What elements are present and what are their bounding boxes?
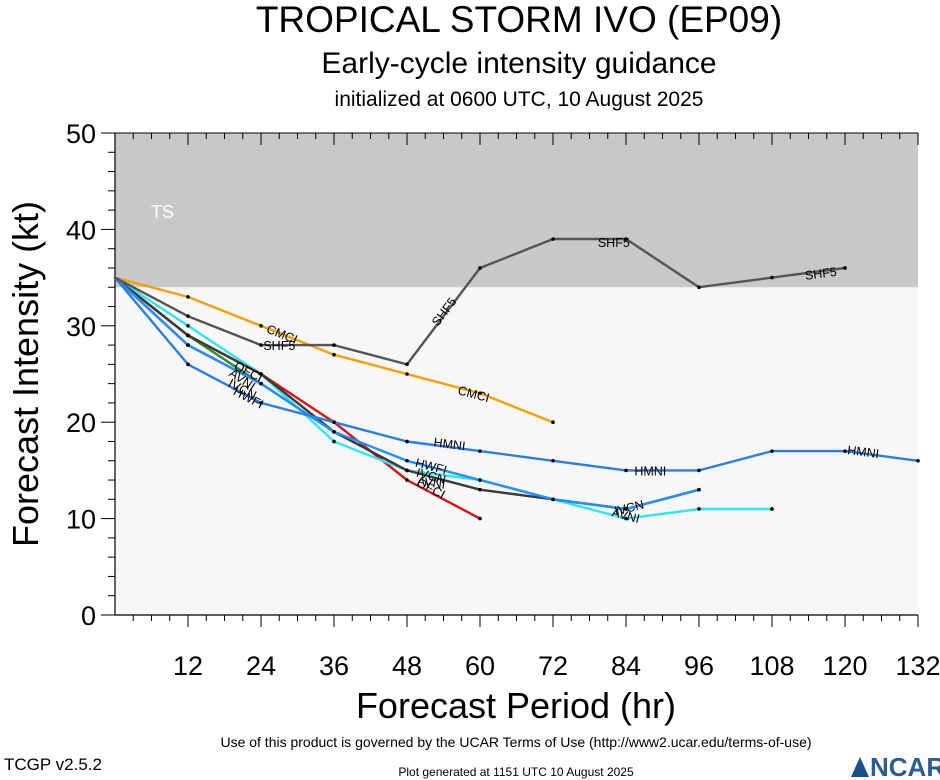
data-point-shf5 [405, 362, 409, 367]
series-label-avni: AVNI [416, 474, 446, 492]
band-ts [115, 133, 918, 288]
data-point-shf5 [259, 343, 263, 347]
band-label-ts: TS [151, 202, 174, 222]
series-label-text-hmni: HMNI [634, 464, 666, 478]
x-tick-label: 12 [173, 651, 203, 681]
series-label-hmni: HMNI [846, 443, 880, 461]
data-point-hwfi [478, 478, 482, 482]
y-tick-label: 0 [81, 601, 96, 631]
series-line-avni [113, 276, 774, 520]
series-label-text-hmni: HMNI [846, 443, 880, 461]
data-point-hmni [916, 458, 920, 463]
data-point-cmci [332, 352, 336, 357]
x-tick-label: 60 [465, 651, 495, 681]
x-tick-label: 72 [538, 651, 568, 681]
y-tick-label: 30 [66, 312, 96, 342]
x-tick-label: 132 [895, 651, 940, 681]
data-point-avni [332, 439, 336, 444]
series-label-shf5: SHF5 [263, 339, 295, 353]
series-label-text-shf5: SHF5 [804, 265, 838, 283]
terms-of-use-text: Use of this product is governed by the U… [220, 734, 811, 750]
data-point-hmni [259, 401, 263, 405]
data-point-hmni [478, 449, 482, 453]
x-tick-label: 24 [246, 651, 276, 681]
chart-title: TROPICAL STORM IVO (EP09) [256, 0, 782, 40]
data-point-hwfi [259, 381, 263, 386]
ncar-logo-mark [851, 757, 869, 777]
series-label-text-shf5: SHF5 [598, 236, 630, 250]
data-point-shf5 [770, 275, 774, 280]
series-label-shf5: SHF5 [598, 236, 630, 250]
data-point-cmci [551, 420, 555, 425]
y-axis-label: Forecast Intensity (kt) [5, 201, 46, 547]
data-point-hwfi [186, 343, 190, 347]
data-point-cmci [259, 324, 263, 328]
data-point-hwfi [697, 487, 701, 492]
data-point-ofci [405, 478, 409, 482]
data-point-shf5 [843, 266, 847, 270]
data-point-ivcn [259, 372, 263, 376]
series-label-text-avni: AVNI [416, 474, 446, 492]
series-label-shf5: SHF5 [804, 265, 838, 283]
data-point-ivcn [405, 468, 409, 473]
y-tick-label: 20 [66, 408, 96, 438]
version-label: TCGP v2.5.2 [4, 755, 102, 774]
data-point-hwfi [551, 497, 555, 502]
data-point-shf5 [551, 237, 555, 241]
data-point-shf5 [186, 314, 190, 318]
data-point-shf5 [478, 266, 482, 270]
data-point-avni [186, 324, 190, 328]
data-point-cmci [405, 372, 409, 376]
data-point-ivcn [478, 487, 482, 492]
x-tick-label: 48 [392, 651, 422, 681]
data-point-avni [697, 507, 701, 511]
ncar-logo-text: NCAR [870, 752, 940, 780]
data-point-avni [624, 516, 628, 521]
ncar-logo: NCAR [851, 752, 940, 780]
data-point-shf5 [624, 237, 628, 241]
init-time: initialized at 0600 UTC, 10 August 2025 [335, 88, 704, 111]
data-point-hmni [332, 420, 336, 425]
series-label-text-shf5: SHF5 [263, 339, 295, 353]
series-label-avni: AVNI [610, 505, 641, 526]
data-point-hmni [405, 439, 409, 444]
series-line-hmni [113, 276, 920, 472]
chart-subtitle: Early-cycle intensity guidance [321, 47, 716, 80]
data-point-hmni [186, 362, 190, 367]
x-tick-label: 120 [822, 651, 867, 681]
data-point-cmci [478, 391, 482, 396]
data-point-hmni [843, 449, 847, 453]
data-point-hwfi [332, 430, 336, 434]
series-label-hmni: HMNI [433, 435, 467, 453]
generated-time: Plot generated at 1151 UTC 10 August 202… [398, 765, 634, 779]
data-point-hmni [624, 468, 628, 473]
y-tick-label: 10 [66, 505, 96, 535]
data-point-hmni [697, 468, 701, 473]
series-label-text-avni: AVNI [610, 505, 641, 526]
data-point-cmci [186, 295, 190, 299]
y-tick-label: 40 [66, 215, 96, 245]
x-tick-label: 96 [684, 651, 714, 681]
series-label-hmni: HMNI [634, 464, 666, 478]
data-point-hmni [770, 449, 774, 453]
data-point-shf5 [332, 343, 336, 347]
series-label-text-hmni: HMNI [433, 435, 467, 453]
data-point-ivcn [186, 333, 190, 338]
x-axis-label: Forecast Period (hr) [356, 685, 676, 726]
x-tick-label: 36 [319, 651, 349, 681]
data-point-shf5 [697, 285, 701, 290]
y-tick-label: 50 [66, 119, 96, 149]
x-tick-label: 108 [749, 651, 794, 681]
data-point-avni [770, 507, 774, 511]
data-point-hmni [551, 458, 555, 463]
data-point-hwfi [624, 507, 628, 511]
data-point-hwfi [405, 458, 409, 463]
data-point-ofci [478, 516, 482, 521]
x-tick-label: 84 [611, 651, 641, 681]
